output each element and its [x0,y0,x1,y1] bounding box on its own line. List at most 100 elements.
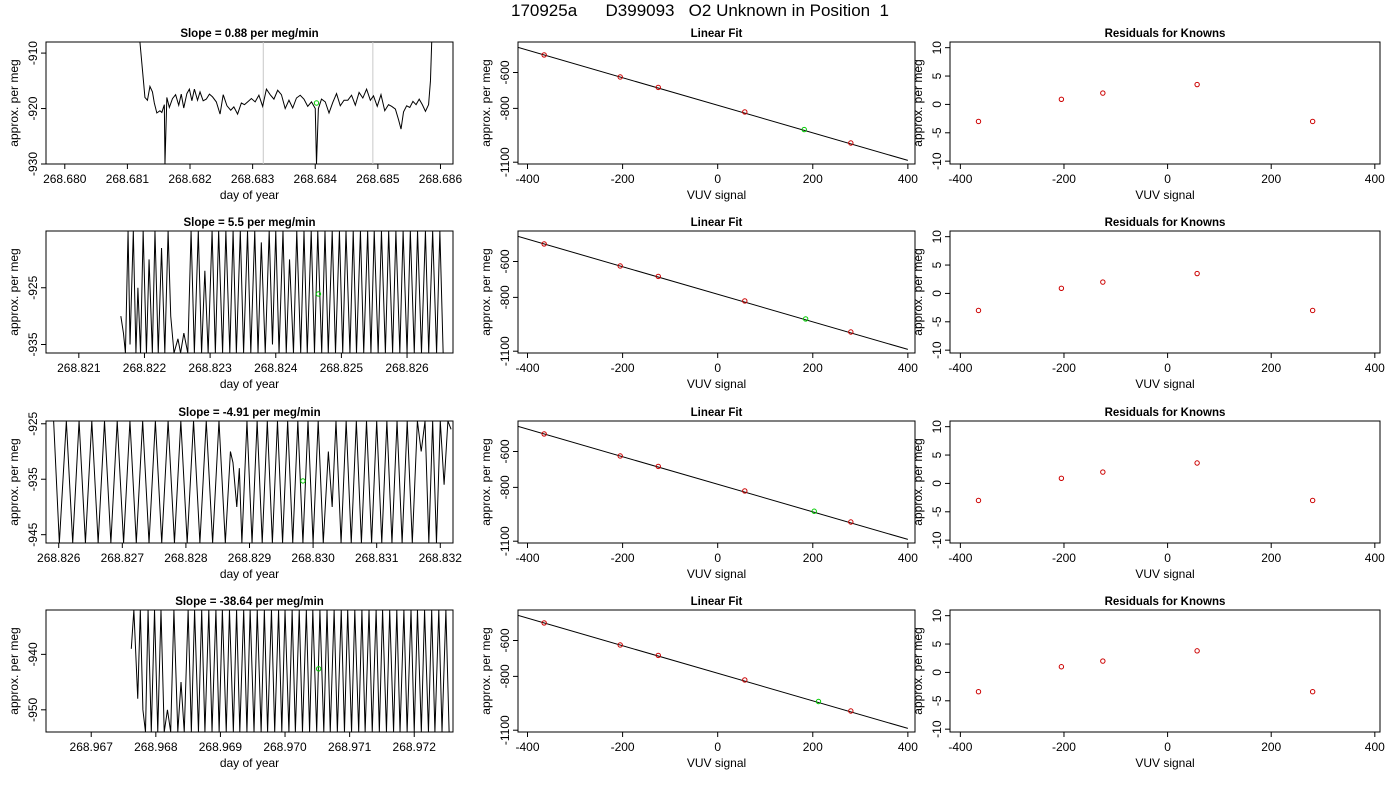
x-tick-label: 0 [1164,172,1171,186]
plot-frame [45,41,454,165]
panel-title: Linear Fit [691,217,743,229]
y-tick-label: -800 [498,664,512,688]
y-tick-label: 5 [930,72,944,79]
y-axis-label: approx. per meg [479,59,493,146]
plot-area [53,421,452,543]
panel-2-3: Residuals for Knowns -400 -200 0 200 400 10 5 0 -… [911,217,1385,391]
data-series-line [120,231,444,353]
unknown-point [315,666,322,672]
panel-4-1: Slope = -38.64 per meg/min 268.967 268.968… [7,596,454,770]
known-point [1309,118,1316,125]
known-point [1058,285,1065,292]
x-tick-label: 200 [803,551,823,565]
plot-area [518,46,909,161]
x-tick-label: 400 [1365,361,1385,375]
known-point [1100,279,1106,285]
x-axis-label: day of year [220,377,279,391]
known-point [742,488,748,494]
y-axis-label: approx. per meg [7,59,21,146]
x-tick-label: 0 [1164,361,1171,375]
x-axis-label: VUV signal [1135,567,1194,581]
y-tick-label: 10 [930,230,944,244]
unknown-point [315,291,322,297]
x-tick-label: 268.823 [188,361,232,375]
y-tick-label: -800 [498,285,512,309]
y-tick-label: -600 [498,628,512,652]
x-tick-label: -200 [1052,172,1076,186]
plot-area [518,425,909,540]
x-tick-label: 200 [1261,551,1281,565]
y-tick-label: -1100 [498,336,512,366]
y-tick-label: -10 [930,720,944,738]
y-axis-label: approx. per meg [7,627,21,714]
x-tick-label: 400 [1365,551,1385,565]
panel-4-3: Residuals for Knowns -400 -200 0 200 400 10 5 0 -… [911,596,1385,770]
x-tick-label: 268.684 [294,172,338,186]
x-axis-label: day of year [220,756,279,770]
x-tick-label: -200 [611,740,635,754]
y-axis-label: approx. per meg [7,438,21,525]
plot-frame [949,41,1381,165]
x-tick-label: 0 [1164,551,1171,565]
x-axis-label: VUV signal [1135,756,1194,770]
x-tick-label: 200 [1261,172,1281,186]
plot-area [518,614,909,729]
panel-title: Slope = -4.91 per meg/min [178,407,320,419]
known-point [617,263,623,269]
x-tick-label: -400 [948,551,972,565]
y-tick-label: -5 [930,127,944,138]
x-axis-label: VUV signal [687,756,746,770]
x-tick-label: 268.968 [134,740,178,754]
panel-title: Residuals for Knowns [1105,28,1226,40]
y-axis-label: approx. per meg [911,438,925,525]
y-tick-label: -10 [930,531,944,549]
x-tick-label: 268.821 [57,361,101,375]
y-tick-label: -10 [930,152,944,170]
x-axis-label: VUV signal [1135,377,1194,391]
y-axis-label: approx. per meg [479,438,493,525]
x-tick-label: 268.970 [263,740,307,754]
known-point [617,642,623,648]
unknown-point [801,126,807,133]
known-point [1309,497,1316,504]
y-axis-label: approx. per meg [7,248,21,335]
known-point [975,307,982,314]
panel-3-1: Slope = -4.91 per meg/min 268.826 268.827 2… [7,407,462,581]
y-tick-label: 5 [930,451,944,458]
x-tick-label: 200 [1261,740,1281,754]
known-point [1058,96,1065,103]
x-tick-label: 268.832 [419,551,463,565]
y-tick-label: -950 [26,697,40,721]
known-point [1100,658,1106,664]
y-tick-label: -10 [930,341,944,359]
y-tick-label: 0 [930,101,944,108]
plot-area [139,42,433,164]
x-tick-label: 0 [1164,740,1171,754]
x-tick-label: 200 [803,740,823,754]
y-axis-label: approx. per meg [479,248,493,335]
x-axis-label: VUV signal [1135,188,1194,202]
x-tick-label: 400 [1365,172,1385,186]
known-point [742,298,748,304]
unknown-point [300,478,306,484]
x-tick-label: -400 [515,361,539,375]
x-tick-label: 200 [1261,361,1281,375]
y-tick-label: -5 [930,506,944,517]
x-tick-label: 400 [898,361,918,375]
plot-frame [517,420,916,544]
x-tick-label: 200 [803,361,823,375]
known-point [617,74,623,80]
x-tick-label: -200 [1052,740,1076,754]
x-tick-label: 268.824 [254,361,298,375]
known-point [848,140,854,146]
plot-frame [517,609,916,733]
panel-3-3: Residuals for Knowns -400 -200 0 200 400 10 5 0 -… [911,407,1385,581]
x-axis-label: day of year [220,567,279,581]
fit-line [518,46,909,161]
known-point [617,453,623,459]
y-tick-label: -935 [26,467,40,491]
x-tick-label: 268.680 [43,172,87,186]
y-tick-label: -910 [26,41,40,65]
